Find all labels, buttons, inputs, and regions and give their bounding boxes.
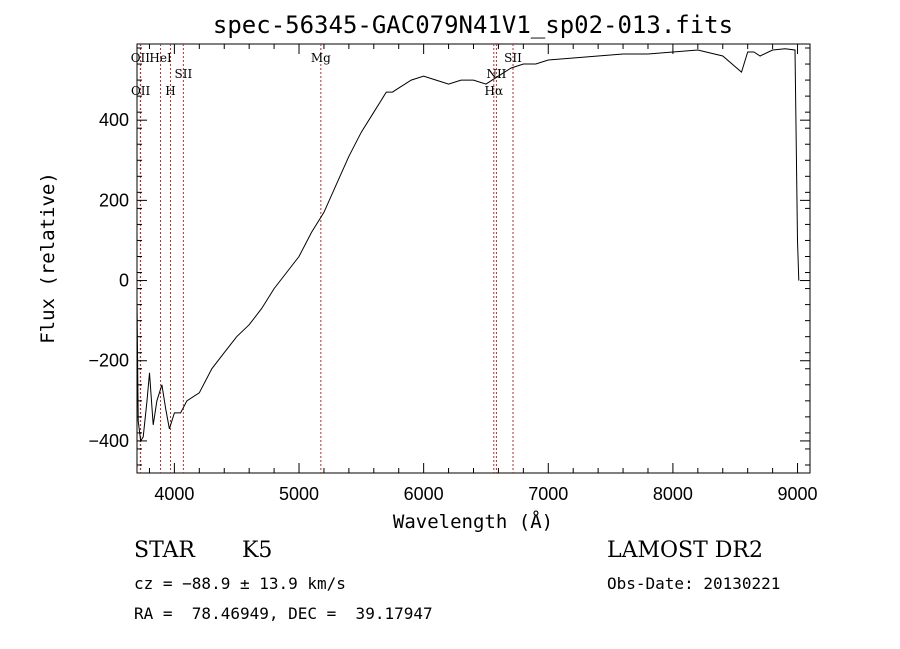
obs-date-text: Obs-Date: 20130221 xyxy=(607,574,781,593)
line-marker-label: SII xyxy=(175,67,193,81)
redshift-text: cz = −88.9 ± 13.9 km/s xyxy=(134,574,346,593)
x-axis-label: Wavelength (Å) xyxy=(393,510,553,533)
x-tick-label: 7000 xyxy=(528,484,568,504)
y-axis: −400 −200 0 200 400 xyxy=(88,47,810,466)
line-marker-label: Hα xyxy=(485,84,504,98)
y-tick-label: 400 xyxy=(99,110,129,130)
chart-title: spec-56345-GAC079N41V1_sp02-013.fits xyxy=(213,11,733,39)
object-class: STAR xyxy=(134,538,195,563)
y-tick-label: −200 xyxy=(88,351,129,371)
line-marker-label: Mg xyxy=(311,51,331,65)
x-tick-label: 9000 xyxy=(778,484,818,504)
x-tick-label: 4000 xyxy=(154,484,194,504)
y-axis-label: Flux (relative) xyxy=(37,172,59,344)
x-tick-label: 8000 xyxy=(653,484,693,504)
y-tick-label: −400 xyxy=(88,431,129,451)
x-axis: 4000 5000 6000 7000 8000 9000 xyxy=(148,44,818,504)
spectrum-line xyxy=(136,48,800,443)
line-marker-label: OII xyxy=(131,84,151,98)
survey-name: LAMOST DR2 xyxy=(607,538,763,563)
line-marker-label: HeI xyxy=(149,51,172,65)
coordinates-text: RA = 78.46949, DEC = 39.17947 xyxy=(134,604,433,623)
plot-frame xyxy=(136,43,811,474)
line-marker-label: SII xyxy=(504,51,522,65)
y-tick-label: 200 xyxy=(99,190,129,210)
line-marker-label: H xyxy=(165,84,175,98)
x-tick-label: 5000 xyxy=(279,484,319,504)
y-tick-label: 0 xyxy=(119,271,129,291)
line-marker-label: NII xyxy=(486,67,506,81)
object-subclass: K5 xyxy=(242,538,273,563)
x-tick-label: 6000 xyxy=(404,484,444,504)
